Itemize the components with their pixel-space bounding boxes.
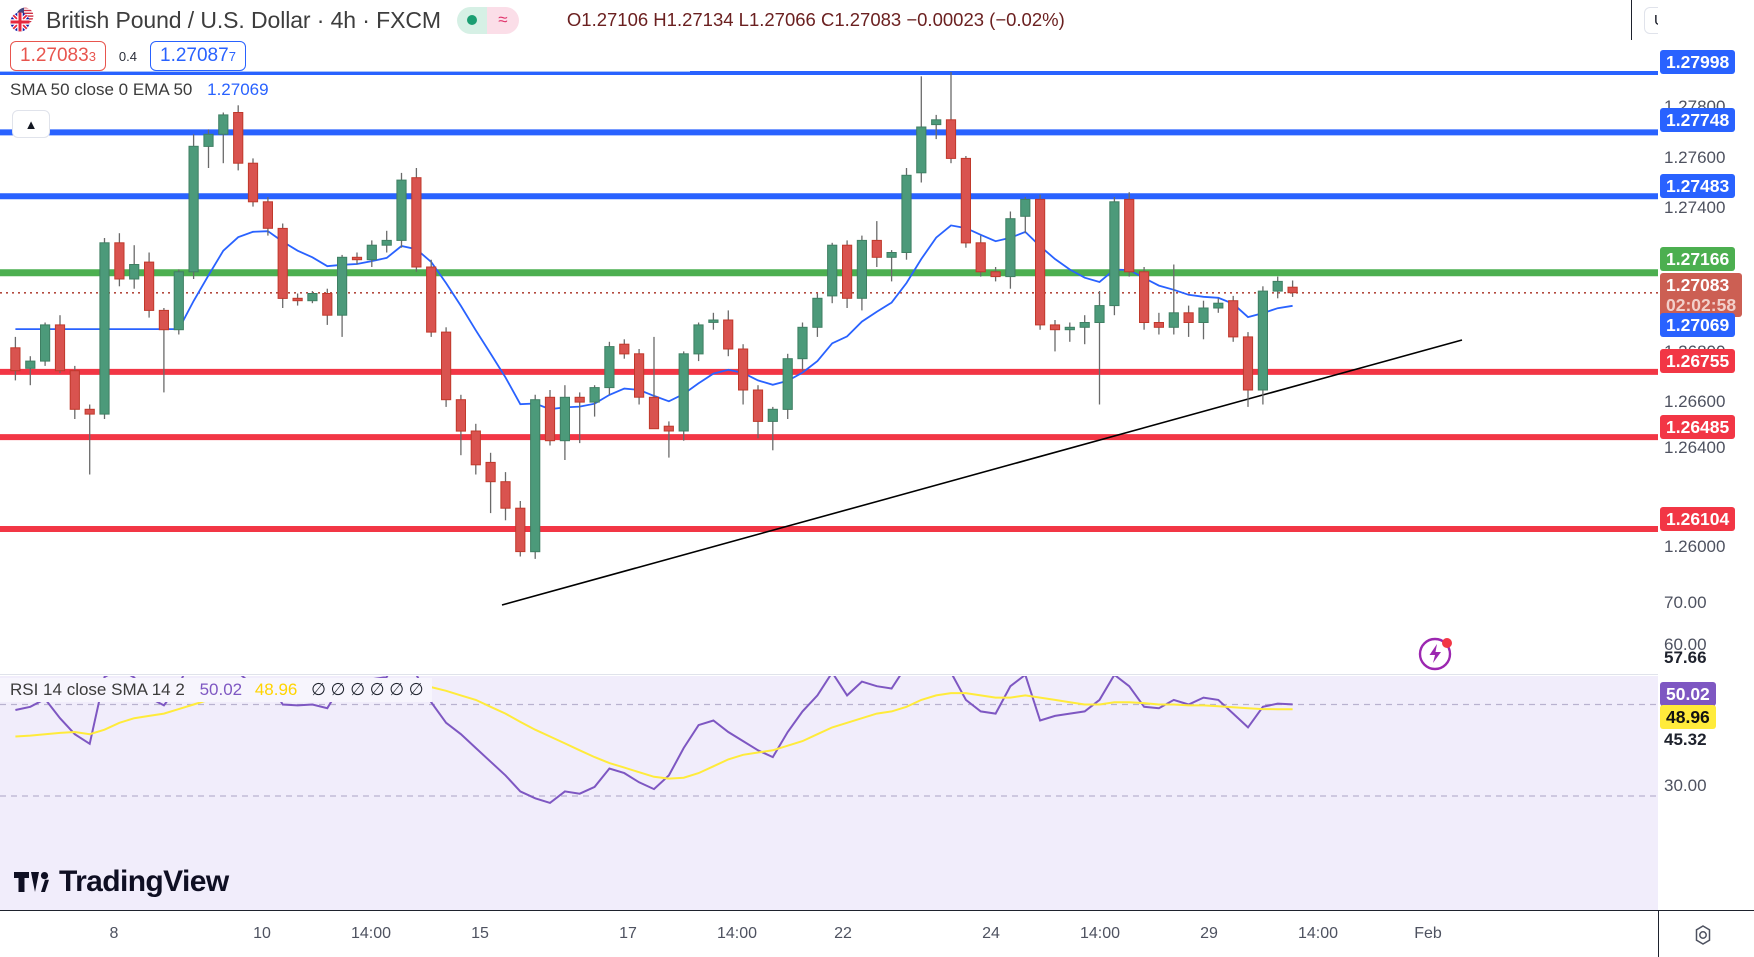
rsi-axis-tick: 70.00 (1664, 593, 1707, 612)
market-open-dot-icon (456, 6, 487, 34)
time-axis-tick: 10 (253, 925, 271, 942)
rsi-axis-tick: 60.00 (1664, 635, 1707, 654)
rsi-axis-tick: 30.00 (1664, 776, 1707, 795)
ohlc-values: O1.27106 H1.27134 L1.27066 C1.27083 −0.0… (566, 9, 1065, 30)
price-axis-tick: 1.27600 (1664, 148, 1726, 167)
time-axis-tick: 29 (1200, 925, 1218, 942)
current-price-badge[interactable]: 1.27083 02:02:58 (1660, 273, 1743, 317)
rsi-sma-value: 48.96 (254, 680, 298, 699)
bid-price-tag[interactable]: 1.27083 3 (10, 41, 106, 71)
candlestick-canvas (0, 72, 1658, 606)
price-axis-tick: 1.26400 (1664, 438, 1726, 457)
rsi-value-badge[interactable]: 48.96 (1660, 705, 1716, 729)
price-axis-tick: 1.27400 (1664, 198, 1726, 217)
price-level-badge[interactable]: 1.27166 (1660, 247, 1736, 271)
current-price-value: 1.27083 (1666, 275, 1730, 295)
price-level-badge[interactable]: 1.27998 (1660, 50, 1736, 74)
collapse-pane-button[interactable]: ▲ (12, 110, 50, 138)
time-axis-divider (1658, 910, 1659, 957)
time-axis-tick: Feb (1414, 925, 1442, 942)
lightning-bolt-icon (1418, 637, 1452, 671)
rsi-value: 50.02 (199, 680, 243, 699)
time-axis-tick: 17 (619, 925, 637, 942)
time-axis-tick: 22 (834, 925, 852, 942)
ask-price-sup: 7 (228, 48, 236, 64)
time-axis-tick: 14:00 (350, 925, 392, 942)
price-level-badge[interactable]: 1.26485 (1660, 415, 1736, 439)
rsi-canvas (0, 676, 1658, 805)
price-level-badge[interactable]: 1.26104 (1660, 507, 1736, 531)
rsi-background (0, 676, 1658, 910)
time-axis-tick: 24 (982, 925, 1000, 942)
price-axis-tick: 1.26000 (1664, 537, 1726, 556)
time-axis-border (0, 910, 1754, 911)
pane-separator[interactable] (0, 674, 1658, 675)
tradingview-watermark: TradingView (14, 865, 229, 899)
market-status-pill[interactable]: ≈ (456, 6, 519, 34)
rsi-indicator-title: RSI 14 close SMA 14 2 (10, 680, 185, 699)
price-level-badge[interactable]: 1.26755 (1660, 349, 1736, 373)
promo-badge[interactable] (1416, 632, 1458, 674)
session-clock-icon[interactable] (1690, 922, 1716, 948)
rsi-axis-tick: 45.32 (1664, 730, 1707, 749)
bid-price-value: 1.27083 (20, 45, 89, 66)
time-axis-tick: 8 (109, 925, 119, 942)
symbol-title[interactable]: British Pound / U.S. Dollar · 4h · FXCM (46, 6, 441, 33)
price-chart-pane[interactable] (0, 72, 1658, 676)
rsi-axis-tick: 57.66 (1664, 648, 1707, 667)
ma-indicator-legend[interactable]: SMA 50 close 0 EMA 50 1.27069 (10, 80, 269, 100)
price-axis[interactable]: 1.278001.276001.274001.268001.266001.264… (1658, 0, 1754, 910)
price-level-badge[interactable]: 1.27483 (1660, 174, 1736, 198)
tradingview-logo-icon (14, 872, 49, 892)
time-axis-tick: 14:00 (716, 925, 758, 942)
rsi-empty-values: ∅ ∅ ∅ ∅ ∅ ∅ (311, 680, 424, 699)
bid-price-sup: 3 (88, 48, 96, 64)
ask-price-tag[interactable]: 1.27087 7 (150, 41, 246, 71)
ask-price-value: 1.27087 (160, 45, 229, 66)
chart-header: British Pound / U.S. Dollar · 4h · FXCM … (0, 0, 1754, 40)
ma-indicator-value: 1.27069 (207, 80, 269, 99)
bar-countdown: 02:02:58 (1666, 295, 1737, 315)
price-level-badge[interactable]: 1.27748 (1660, 108, 1736, 132)
chevron-up-icon: ▲ (24, 116, 38, 132)
quote-tags: 1.27083 3 0.4 1.27087 7 (10, 40, 246, 72)
rsi-value-badge[interactable]: 50.02 (1660, 682, 1716, 706)
realtime-wave-icon: ≈ (486, 6, 519, 34)
ma-indicator-title: SMA 50 close 0 EMA 50 (10, 80, 193, 99)
price-axis-tick: 1.26600 (1664, 392, 1726, 411)
rsi-indicator-legend[interactable]: RSI 14 close SMA 14 2 50.02 48.96 ∅ ∅ ∅ … (0, 678, 432, 702)
time-axis[interactable]: 8 10 14:00 15 17 14:00 22 24 14:00 29 14:00 Feb (0, 910, 1754, 957)
time-axis-tick: 15 (471, 925, 489, 942)
gbp-usd-flag-icon (8, 5, 38, 35)
tradingview-watermark-text: TradingView (59, 865, 229, 898)
ema-price-badge[interactable]: 1.27069 (1660, 313, 1736, 337)
time-axis-tick: 14:00 (1297, 925, 1339, 942)
notification-dot-icon (1442, 638, 1452, 648)
spread-value: 0.4 (118, 48, 137, 64)
rsi-chart-pane[interactable] (0, 676, 1658, 910)
header-divider (1631, 0, 1632, 40)
time-axis-tick: 14:00 (1079, 925, 1121, 942)
